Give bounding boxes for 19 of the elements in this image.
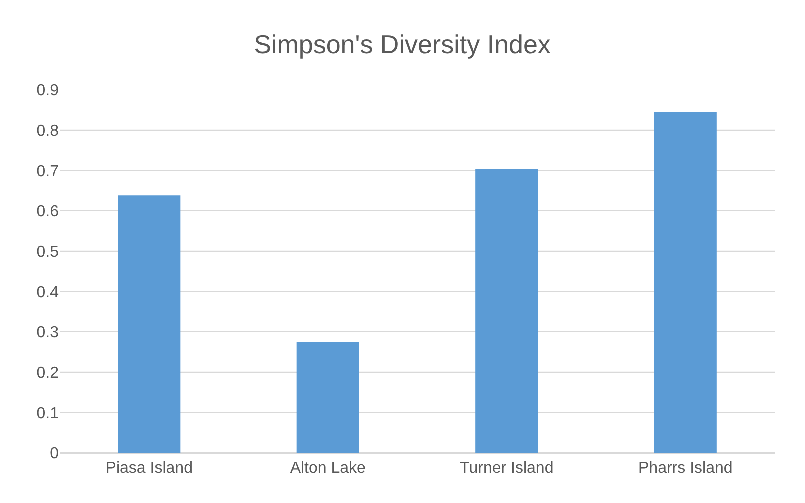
y-tick-label: 0.2	[36, 364, 60, 382]
bar	[118, 196, 181, 453]
x-tick-label: Turner Island	[460, 460, 554, 478]
y-tick-label: 0.6	[36, 204, 60, 221]
y-tick-label: 0.7	[36, 163, 60, 180]
y-tick-label: 0	[50, 446, 60, 463]
y-tick-label: 0.1	[36, 405, 60, 422]
y-tick-label: 0.5	[36, 244, 60, 261]
y-tick-label: 0.8	[36, 122, 60, 140]
y-tick-label: 0.9	[36, 82, 60, 100]
bar	[476, 169, 538, 453]
bar	[296, 342, 360, 453]
x-tick-label: Alton Lake	[290, 460, 366, 478]
x-tick-label: Pharrs Island	[638, 460, 733, 478]
y-tick-label: 0.4	[36, 284, 60, 302]
bar	[654, 112, 717, 453]
y-tick-label: 0.3	[36, 324, 60, 342]
chart-title: Simpson's Diversity Index	[254, 29, 551, 60]
x-tick-label: Piasa Island	[106, 460, 193, 478]
